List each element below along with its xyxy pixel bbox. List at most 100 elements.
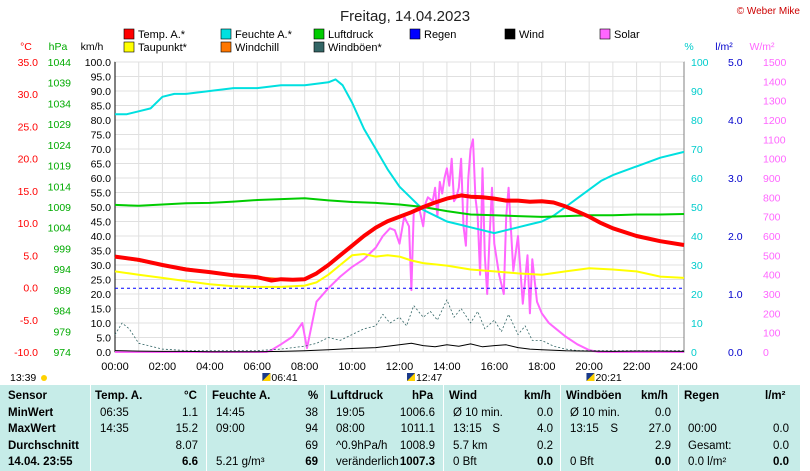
header-pressure-unit: hPa (412, 390, 434, 402)
series-taupunkt (114, 253, 685, 288)
cell-temp-time: 06:35 (100, 406, 129, 419)
series-feuchte-a (115, 78, 685, 235)
axis-tick-wind: 100.0 (85, 57, 111, 69)
table-row: MaxWert 14:35 15.2 09:00 94 08:00 1011.1 13:15 S… (0, 423, 800, 437)
legend-swatch (123, 41, 135, 53)
axis-tick-temp: 35.0 (18, 57, 39, 69)
cell-wind-label: 0 Bft (453, 456, 477, 468)
cell-hum-time: 5.21 g/m³ (216, 456, 265, 468)
x-tick-label: 18:00 (528, 361, 556, 373)
header-pressure: Luftdruck (330, 390, 384, 402)
sun-marker-label: 12:47 (416, 372, 442, 384)
legend-label: Luftdruck (328, 29, 374, 41)
axis-tick-humidity: 40 (691, 231, 703, 243)
chart-title: Freitag, 14.04.2023 (340, 8, 470, 25)
axis-tick-pressure: 1024 (48, 140, 72, 152)
table-row: MinWert 06:35 1.1 14:45 38 19:05 1006.6 Ø 10 mi… (0, 407, 800, 421)
header-wind-unit: km/h (524, 390, 551, 402)
axis-tick-wind: 40.0 (91, 231, 112, 243)
table-header-row: Sensor Temp. A. °C Feuchte A. % Luftdruc… (0, 390, 800, 404)
axis-tick-pressure: 1039 (48, 78, 72, 90)
axis-tick-wind: 75.0 (91, 130, 112, 142)
axis-tick-rain: 4.0 (728, 115, 743, 127)
x-tick-label: 16:00 (481, 361, 509, 373)
cell-hum-time: 14:45 (216, 406, 245, 419)
legend-swatch (504, 28, 516, 40)
axis-tick-pressure: 1029 (48, 119, 72, 131)
header-rain: Regen (684, 390, 720, 402)
axis-tick-wind: 70.0 (91, 144, 112, 156)
axis-tick-solar: 800 (763, 192, 781, 204)
sun-marker-icon (262, 373, 271, 381)
cell-rain-label: 00:00 (688, 423, 717, 435)
axis-tick-wind: 55.0 (91, 188, 112, 200)
cell-wind-val: 0.2 (537, 439, 553, 452)
axis-tick-wind: 15.0 (91, 304, 112, 316)
cell-label: 14.04. 23:55 (8, 456, 73, 468)
axis-tick-humidity: 10 (691, 318, 703, 330)
cell-wind-label: 13:15 (453, 423, 482, 435)
axis-tick-solar: 500 (763, 250, 781, 262)
axis-tick-pressure: 974 (53, 347, 71, 359)
axis-tick-wind: 60.0 (91, 173, 112, 185)
x-tick-label: 14:00 (433, 361, 461, 373)
axis-tick-solar: 1100 (763, 134, 786, 146)
cell-rain-val: 0.0 (773, 456, 789, 468)
header-temp: Temp. A. (95, 390, 143, 402)
axis-tick-rain: 0.0 (728, 347, 743, 359)
x-tick-label: 24:00 (670, 361, 698, 373)
table-row: Durchschnitt 8.07 69 ^0.9hPa/h 1008.9 5.7 km 0… (0, 440, 800, 454)
legend-swatch (123, 28, 135, 40)
axis-tick-humidity: 50 (691, 202, 703, 214)
cell-press-time: veränderlich (336, 456, 399, 468)
axis-tick-solar: 400 (763, 270, 781, 282)
x-tick-label: 22:00 (623, 361, 651, 373)
series-wind (114, 342, 685, 353)
axis-tick-wind: 95.0 (91, 72, 112, 84)
axis-tick-solar: 900 (763, 173, 781, 185)
cell-wind-label: Ø 10 min. (453, 406, 503, 419)
axis-tick-solar: 1500 (763, 57, 787, 69)
axis-tick-pressure: 1044 (48, 57, 72, 69)
axis-tick-humidity: 20 (691, 289, 703, 301)
axis-tick-temp: 15.0 (18, 186, 39, 198)
axis-tick-wind: 35.0 (91, 246, 112, 258)
cell-gust-label: Ø 10 min. (570, 406, 620, 419)
axis-tick-wind: 80.0 (91, 115, 112, 127)
legend-swatch (220, 28, 232, 40)
header-temp-unit: °C (184, 390, 197, 402)
cell-press-val: 1011.1 (400, 423, 435, 435)
axis-tick-wind: 90.0 (91, 86, 112, 98)
axis-tick-solar: 1000 (763, 154, 787, 166)
axis-tick-solar: 100 (763, 328, 781, 340)
axis-tick-humidity: 0 (691, 347, 697, 359)
axis-tick-temp: 30.0 (18, 89, 39, 101)
axis-tick-wind: 65.0 (91, 159, 112, 171)
cell-gust-label: 13:15 (570, 423, 599, 435)
axis-tick-solar: 300 (763, 289, 781, 301)
cell-hum-val: 94 (305, 423, 318, 435)
axis-unit-wind: km/h (81, 41, 104, 53)
axis-tick-solar: 200 (763, 308, 781, 320)
cell-wind-val: 0.0 (537, 456, 553, 468)
legend-label: Solar (614, 29, 640, 41)
axis-tick-pressure: 1014 (48, 181, 72, 193)
legend-label: Windböen* (328, 42, 383, 54)
axis-tick-pressure: 994 (53, 264, 71, 276)
header-wind: Wind (449, 390, 477, 402)
axis-tick-wind: 85.0 (91, 101, 112, 113)
axis-unit-humidity: % (684, 41, 693, 53)
cell-gust-dir: S (610, 423, 618, 435)
series-windb-en (114, 299, 684, 352)
legend-label: Feuchte A.* (235, 29, 293, 41)
sun-marker-label: 13:39 (10, 372, 36, 384)
axis-unit-temp: °C (20, 41, 32, 53)
axis-tick-pressure: 1009 (48, 202, 72, 214)
cell-wind-label: 5.7 km (453, 439, 488, 452)
axis-tick-pressure: 984 (53, 306, 71, 318)
cell-temp-val: 15.2 (175, 423, 198, 435)
legend-swatch (313, 41, 325, 53)
cell-rain-val: 0.0 (773, 439, 789, 452)
axis-tick-temp: 5.0 (23, 250, 38, 262)
legend-swatch (313, 28, 325, 40)
